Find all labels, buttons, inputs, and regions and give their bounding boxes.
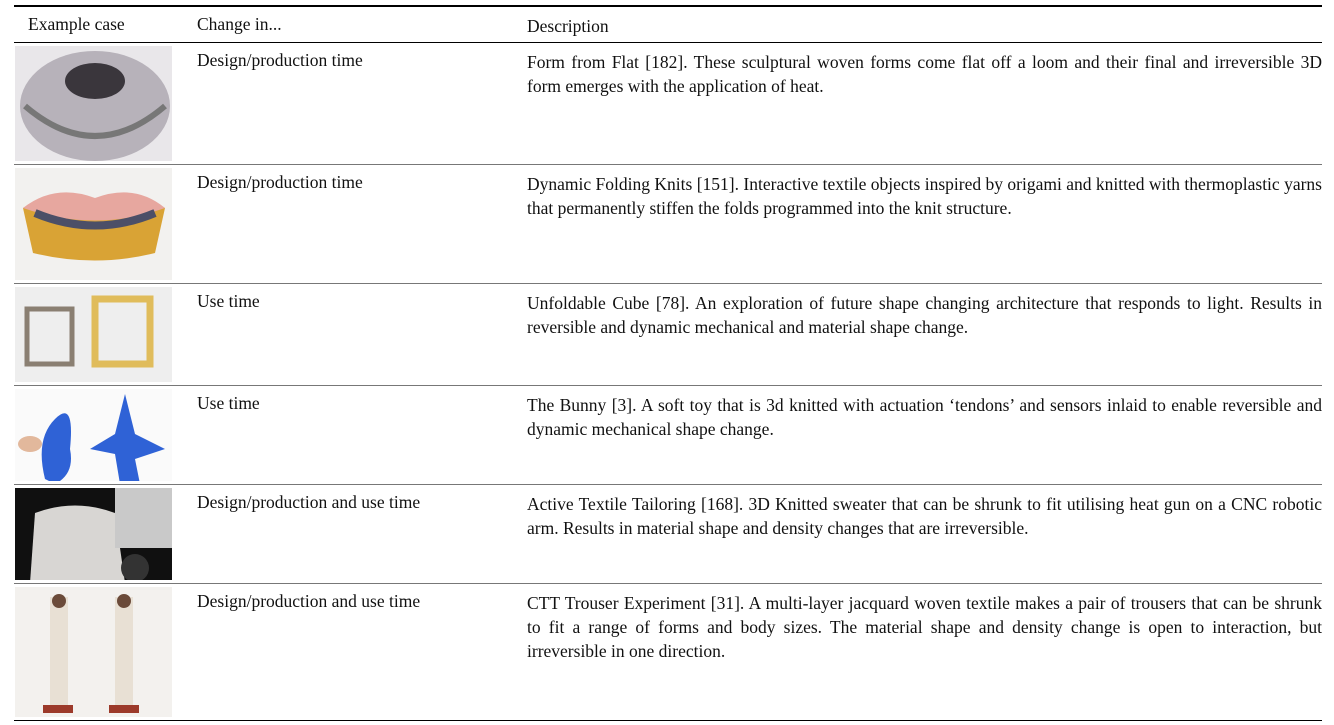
description-cell: The Bunny [3]. A soft toy that is 3d kni… bbox=[527, 395, 1322, 439]
header-row: Example case Change in... Description bbox=[14, 5, 1322, 43]
example-image bbox=[15, 168, 172, 280]
image-placeholder bbox=[15, 389, 172, 481]
change-cell: Use time bbox=[197, 291, 260, 311]
example-image bbox=[15, 287, 172, 382]
image-placeholder bbox=[15, 46, 172, 161]
table-row: Design/production and use time CTT Trouse… bbox=[14, 584, 1322, 721]
change-cell: Use time bbox=[197, 393, 260, 413]
example-image bbox=[15, 46, 172, 161]
image-placeholder bbox=[15, 488, 172, 580]
table-row: Design/production time Form from Flat [18… bbox=[14, 43, 1322, 165]
table: Example case Change in... Description De… bbox=[14, 5, 1322, 721]
change-cell: Design/production time bbox=[197, 50, 363, 70]
change-cell: Design/production time bbox=[197, 172, 363, 192]
header-cell: Description bbox=[527, 16, 609, 36]
table-row: Use time Unfoldable Cube [78]. An explora… bbox=[14, 284, 1322, 386]
description-cell: Active Textile Tailoring [168]. 3D Knitt… bbox=[527, 494, 1322, 538]
description-cell: Dynamic Folding Knits [151]. Interactive… bbox=[527, 174, 1322, 218]
image-placeholder bbox=[15, 168, 172, 280]
table-row: Design/production and use time Active Tex… bbox=[14, 485, 1322, 584]
description-cell: Form from Flat [182]. These sculptural w… bbox=[527, 52, 1322, 96]
example-image bbox=[15, 389, 172, 481]
image-placeholder bbox=[15, 587, 172, 717]
description-cell: CTT Trouser Experiment [31]. A multi-lay… bbox=[527, 593, 1322, 661]
header-cell: Example case bbox=[28, 14, 125, 34]
header-cell: Change in... bbox=[197, 14, 282, 34]
change-cell: Design/production and use time bbox=[197, 492, 421, 512]
change-cell: Design/production and use time bbox=[197, 591, 421, 611]
image-placeholder bbox=[15, 287, 172, 382]
table-row: Use time The Bunny [3]. A soft toy that i… bbox=[14, 386, 1322, 485]
example-image bbox=[15, 488, 172, 580]
table-row: Design/production time Dynamic Folding Kn… bbox=[14, 165, 1322, 284]
description-cell: Unfoldable Cube [78]. An exploration of … bbox=[527, 293, 1322, 337]
example-image bbox=[15, 587, 172, 717]
